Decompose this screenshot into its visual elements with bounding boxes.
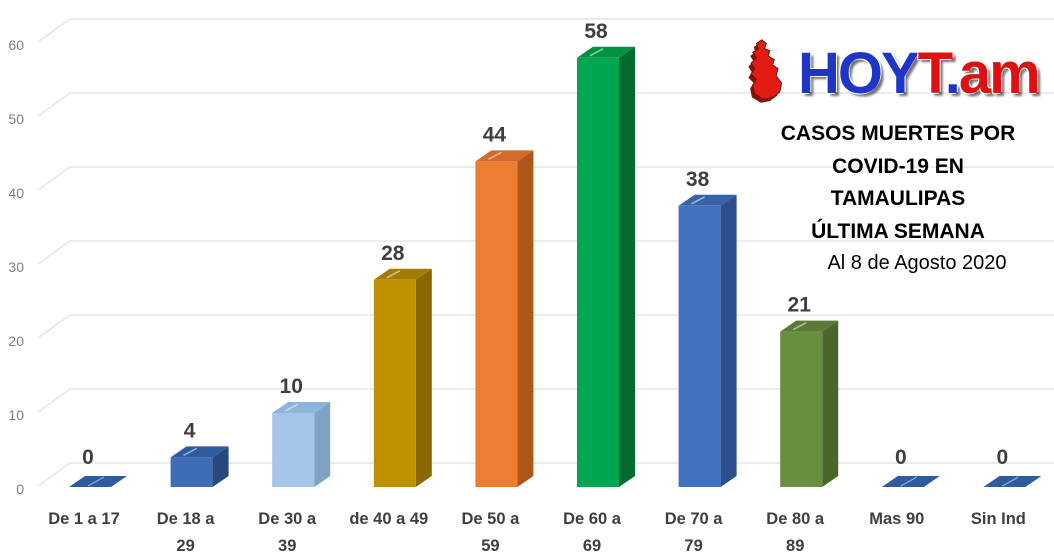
x-category-label-de-50-a-59-line2: 59 xyxy=(481,537,499,555)
x-category-label-de-80-a-89-line1: De 80 a xyxy=(766,510,825,528)
bar-zero-pad xyxy=(69,476,127,487)
y-tick-label-0: 0 xyxy=(16,481,24,497)
bar-front-face xyxy=(678,205,721,488)
bar-top-highlight xyxy=(589,48,604,57)
bar-front-face xyxy=(577,57,619,488)
value-label-de-30-a-39: 10 xyxy=(280,375,303,398)
logo-wordmark: HOYT.am xyxy=(798,39,1041,109)
gridline-depth-0 xyxy=(37,462,71,487)
gridline-depth-10 xyxy=(37,388,71,413)
gridline-depth-60 xyxy=(37,18,71,43)
gridline-depth-40 xyxy=(37,166,71,191)
bar-de-18-a-29 xyxy=(170,446,229,487)
logo-part-dot: . xyxy=(944,41,961,106)
x-category-label-de-70-a-79-line1: De 70 a xyxy=(665,510,724,528)
value-label-de-50-a-59: 44 xyxy=(483,123,507,146)
gridline-depth-20 xyxy=(37,314,71,339)
x-category-label-de-30-a-39-line2: 39 xyxy=(278,537,296,555)
bar-top-highlight xyxy=(792,321,807,331)
bar-de-1-a-17 xyxy=(69,476,127,487)
bar-side-face xyxy=(212,446,229,487)
bar-front-face xyxy=(780,331,823,487)
x-category-label-mas-90-line1: Mas 90 xyxy=(869,510,924,528)
value-label-de-60-a-69: 58 xyxy=(584,20,608,43)
bar-side-face xyxy=(415,268,432,487)
bar-de-40-a-49 xyxy=(373,268,432,487)
x-category-label-de-60-a-69-line2: 69 xyxy=(583,537,601,555)
bar-top-highlight xyxy=(386,270,401,279)
y-tick-label-60: 60 xyxy=(8,37,24,53)
tamaulipas-map-icon xyxy=(748,39,783,103)
x-category-label-de-50-a-59-line1: De 50 a xyxy=(462,510,521,528)
x-category-label-de-70-a-79-line2: 79 xyxy=(684,537,702,555)
bar-front-face xyxy=(373,279,416,487)
logo-part-am: am xyxy=(958,41,1041,106)
bar-side-face xyxy=(619,46,635,488)
bar-de-60-a-69 xyxy=(577,46,635,488)
x-category-label-de-18-a-29-line2: 29 xyxy=(176,537,194,555)
bar-top-highlight xyxy=(183,447,197,457)
bar-mas-90 xyxy=(881,476,940,487)
value-label-de-70-a-79: 38 xyxy=(686,168,710,191)
gridline-depth-30 xyxy=(37,240,71,265)
value-label-de-18-a-29: 4 xyxy=(184,419,196,442)
logo-part-hoy: HOY xyxy=(798,41,920,106)
bar-de-50-a-59 xyxy=(475,150,534,487)
value-label-de-40-a-49: 28 xyxy=(381,242,405,265)
chart-annotation: CASOS MUERTES POR COVID-19 EN TAMAULIPAS… xyxy=(748,118,1048,278)
y-tick-label-10: 10 xyxy=(8,407,24,423)
bar-front-face xyxy=(475,161,518,487)
annotation-line-1: CASOS MUERTES POR xyxy=(780,122,1016,145)
bar-front-face xyxy=(272,413,315,487)
bar-top-highlight xyxy=(488,151,502,161)
bar-side-face xyxy=(720,194,737,488)
x-category-label-sin-ind-line1: Sin Ind xyxy=(971,510,1026,528)
bar-de-30-a-39 xyxy=(272,402,331,487)
value-label-de-80-a-89: 21 xyxy=(788,294,812,317)
x-category-label-de-40-a-49-line1: de 40 a 49 xyxy=(349,510,428,528)
bar-zero-pad xyxy=(983,476,1042,487)
value-label-de-1-a-17: 0 xyxy=(82,446,94,469)
bar-top-highlight xyxy=(284,403,299,412)
bar-zero-highlight xyxy=(900,476,918,487)
annotation-line-2: COVID-19 EN xyxy=(832,154,964,178)
bar-top-highlight xyxy=(691,196,705,205)
annotation-line-3: TAMAULIPAS xyxy=(830,187,966,210)
y-tick-label-20: 20 xyxy=(8,333,24,349)
hoyt-logo: HOYT.am xyxy=(742,34,1054,114)
annotation-date: Al 8 de Agosto 2020 xyxy=(827,252,1007,274)
x-category-label-de-30-a-39-line1: De 30 a xyxy=(258,510,317,528)
bar-zero-highlight xyxy=(1002,476,1019,487)
x-category-label-de-18-a-29-line1: De 18 a xyxy=(157,510,216,528)
y-tick-label-50: 50 xyxy=(8,111,24,127)
y-tick-label-30: 30 xyxy=(8,259,24,275)
bar-side-face xyxy=(314,402,331,487)
gridline-depth-50 xyxy=(37,92,71,117)
bar-de-70-a-79 xyxy=(678,194,737,488)
bar-zero-pad xyxy=(881,476,940,487)
value-label-sin-ind: 0 xyxy=(997,446,1009,469)
x-category-label-de-60-a-69-line1: De 60 a xyxy=(563,510,622,528)
y-tick-label-40: 40 xyxy=(8,185,24,201)
bar-side-face xyxy=(822,320,839,487)
bar-side-face xyxy=(517,150,534,487)
bar-sin-ind xyxy=(983,476,1042,487)
bar-de-80-a-89 xyxy=(780,320,839,487)
annotation-line-4: ÚLTIMA SEMANA xyxy=(811,219,985,243)
bar-front-face xyxy=(170,457,213,487)
value-label-mas-90: 0 xyxy=(895,446,907,469)
bar-zero-highlight xyxy=(87,476,105,487)
x-category-label-de-80-a-89-line2: 89 xyxy=(786,537,804,555)
x-category-label-de-1-a-17-line1: De 1 a 17 xyxy=(48,510,120,528)
logo-part-t: T xyxy=(917,41,947,106)
